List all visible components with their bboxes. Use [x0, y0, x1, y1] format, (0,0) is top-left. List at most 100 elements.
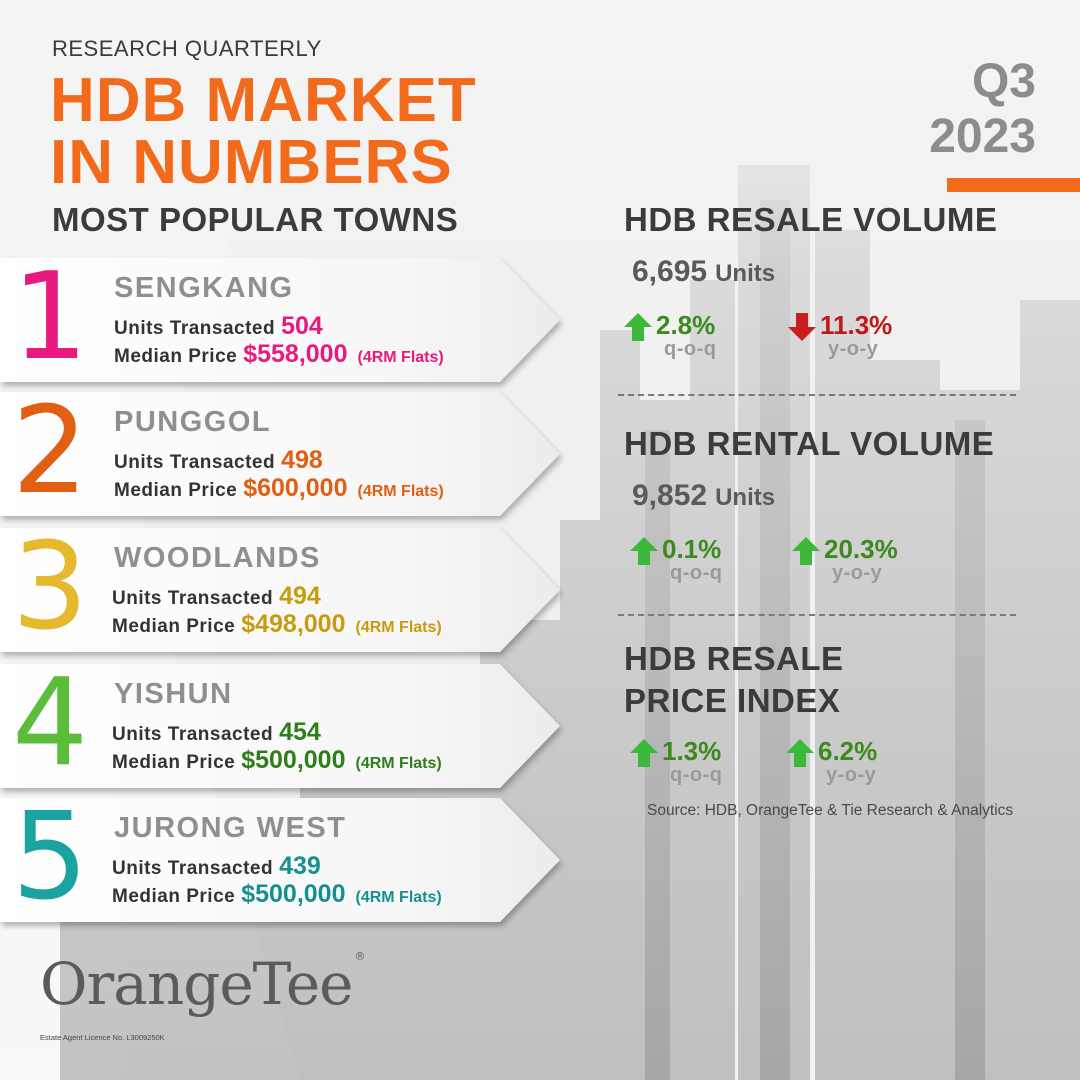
price-index-qoq-stat: 1.3% q-o-q: [628, 736, 808, 792]
arrow-up-icon: [624, 313, 652, 341]
resale-yoy-stat: 11.3% y-o-y: [786, 310, 966, 366]
rental-qoq-period: q-o-q: [670, 562, 723, 584]
price-value: $600,000: [243, 474, 348, 502]
price-index-yoy-value: 6.2%: [818, 736, 878, 766]
resale-qoq-period: q-o-q: [664, 338, 717, 360]
arrow-up-icon: [630, 537, 658, 565]
price-index-title-line-1: HDB RESALE: [624, 640, 844, 677]
units-row: Units Transacted 504: [114, 312, 323, 341]
town-name: JURONG WEST: [114, 812, 347, 844]
price-index-qoq-period: q-o-q: [670, 764, 723, 786]
flat-type-note: (4RM Flats): [357, 349, 444, 366]
town-card-4: 4 YISHUN Units Transacted 454 Median Pric…: [0, 658, 560, 790]
arrow-up-icon: [630, 739, 658, 767]
town-name: SENGKANG: [114, 272, 294, 304]
rental-volume-figure: 9,852 Units: [632, 479, 775, 513]
units-row: Units Transacted 494: [112, 582, 321, 611]
registered-mark: ®: [354, 950, 366, 963]
resale-qoq-value: 2.8%: [656, 310, 716, 340]
flat-type-note: (4RM Flats): [355, 755, 442, 772]
town-card-1: 1 SENGKANG Units Transacted 504 Median Pr…: [0, 252, 560, 384]
report-kicker: RESEARCH QUARTERLY: [52, 36, 322, 61]
quarter: Q3: [971, 55, 1036, 108]
units-value: 494: [279, 582, 321, 610]
arrow-banner: [0, 798, 560, 922]
year: 2023: [929, 110, 1036, 163]
main-title-line-1: HDB MARKET: [50, 66, 477, 135]
rental-qoq-value: 0.1%: [662, 534, 722, 564]
units-row: Units Transacted 454: [112, 718, 321, 747]
units-row: Units Transacted 498: [114, 446, 323, 475]
town-card-3: 3 WOODLANDS Units Transacted 494 Median P…: [0, 522, 560, 654]
price-row: Median Price $558,000 (4RM Flats): [114, 340, 444, 369]
price-row: Median Price $500,000 (4RM Flats): [112, 746, 442, 775]
price-index-yoy-period: y-o-y: [826, 764, 877, 786]
arrow-down-icon: [788, 313, 816, 341]
units-row: Units Transacted 439: [112, 852, 321, 881]
rental-volume-unit: Units: [715, 484, 776, 511]
price-value: $500,000: [241, 880, 346, 908]
price-value: $498,000: [241, 610, 346, 638]
resale-yoy-period: y-o-y: [828, 338, 879, 360]
units-label: Units Transacted: [112, 724, 274, 745]
resale-volume-title: HDB RESALE VOLUME: [624, 201, 998, 238]
section-divider: [618, 394, 1016, 396]
units-label: Units Transacted: [114, 452, 276, 473]
price-label: Median Price: [112, 616, 236, 637]
price-index-qoq-value: 1.3%: [662, 736, 722, 766]
rank-number: 5: [11, 788, 89, 927]
price-row: Median Price $500,000 (4RM Flats): [112, 880, 442, 909]
price-label: Median Price: [114, 480, 238, 501]
price-index-yoy-stat: 6.2% y-o-y: [784, 736, 964, 792]
rental-volume-title: HDB RENTAL VOLUME: [624, 425, 995, 462]
price-label: Median Price: [112, 886, 236, 907]
town-card-5: 5 JURONG WEST Units Transacted 439 Median…: [0, 792, 560, 924]
rental-yoy-value: 20.3%: [824, 534, 898, 564]
price-value: $500,000: [241, 746, 346, 774]
flat-type-note: (4RM Flats): [355, 619, 442, 636]
section-divider: [618, 614, 1016, 616]
source-note: Source: HDB, OrangeTee & Tie Research & …: [647, 802, 1014, 819]
main-title-line-2: IN NUMBERS: [50, 128, 453, 197]
price-value: $558,000: [243, 340, 348, 368]
price-index-title-line-2: PRICE INDEX: [624, 682, 841, 719]
units-value: 504: [281, 312, 323, 340]
quarter-label: Q3 2023: [856, 54, 1036, 164]
arrow-up-icon: [792, 537, 820, 565]
rank-number: 2: [11, 382, 89, 521]
flat-type-note: (4RM Flats): [357, 483, 444, 500]
main-title: HDB MARKET IN NUMBERS: [50, 70, 570, 194]
units-label: Units Transacted: [112, 858, 274, 879]
arrow-banner: [0, 258, 560, 382]
rental-volume-value: 9,852: [632, 479, 708, 512]
town-name: PUNGGOL: [114, 406, 272, 438]
rental-yoy-stat: 20.3% y-o-y: [790, 534, 970, 590]
town-card-2: 2 PUNGGOL Units Transacted 498 Median Pri…: [0, 386, 560, 518]
resale-volume-value: 6,695: [632, 255, 708, 288]
arrow-banner: [0, 392, 560, 516]
rank-number: 3: [11, 518, 89, 657]
price-row: Median Price $498,000 (4RM Flats): [112, 610, 442, 639]
price-index-title: HDB RESALE PRICE INDEX: [624, 638, 844, 722]
units-value: 439: [279, 852, 321, 880]
arrow-banner: [0, 528, 560, 652]
units-value: 498: [281, 446, 323, 474]
arrow-up-icon: [786, 739, 814, 767]
resale-volume-unit: Units: [715, 260, 776, 287]
price-label: Median Price: [114, 346, 238, 367]
rank-number: 1: [11, 248, 89, 387]
rental-qoq-stat: 0.1% q-o-q: [628, 534, 808, 590]
resale-yoy-value: 11.3%: [820, 310, 893, 340]
accent-bar: [947, 178, 1080, 192]
units-value: 454: [279, 718, 321, 746]
resale-qoq-stat: 2.8% q-o-q: [622, 310, 802, 366]
town-name: YISHUN: [114, 678, 233, 710]
licence-text: Estate Agent Licence No. L3009250K: [40, 1033, 165, 1042]
price-row: Median Price $600,000 (4RM Flats): [114, 474, 444, 503]
units-label: Units Transacted: [114, 318, 276, 339]
flat-type-note: (4RM Flats): [355, 889, 442, 906]
logo-text: OrangeTee: [40, 950, 353, 1018]
rental-yoy-period: y-o-y: [832, 562, 883, 584]
price-label: Median Price: [112, 752, 236, 773]
arrow-banner: [0, 664, 560, 788]
